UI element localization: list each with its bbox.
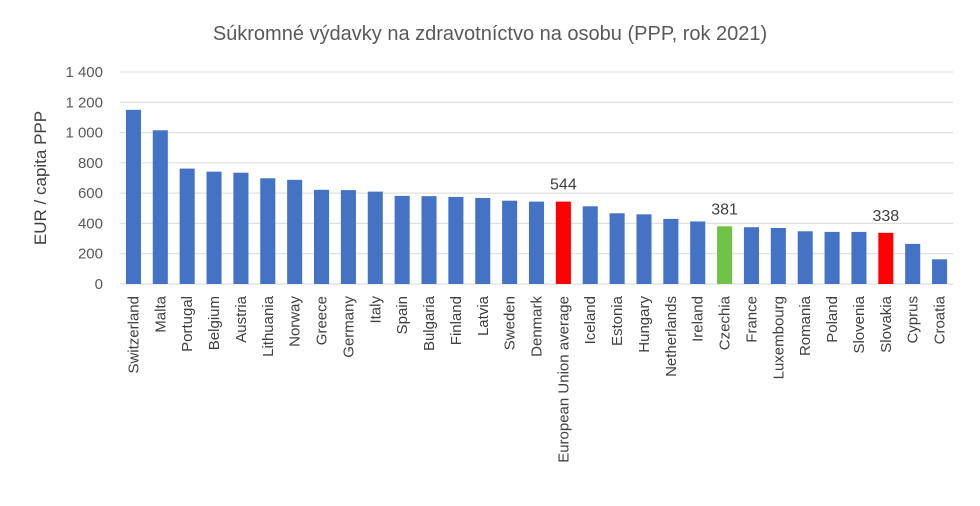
- x-tick-label: Netherlands: [663, 296, 680, 377]
- bar: [179, 168, 195, 284]
- x-tick-label: Lithuania: [260, 295, 277, 357]
- y-axis-label: EUR / capita PPP: [31, 111, 50, 245]
- x-tick-label: Finland: [448, 296, 465, 345]
- bar: [636, 214, 652, 284]
- bar: [260, 178, 276, 284]
- bar: [152, 130, 168, 284]
- x-tick-label: Portugal: [179, 296, 196, 352]
- x-tick-label: Romania: [797, 295, 814, 356]
- bar: [932, 259, 948, 284]
- x-tick-label: France: [743, 296, 760, 343]
- bar: [475, 197, 491, 284]
- chart-title: Súkromné výdavky na zdravotníctvo na oso…: [213, 23, 767, 45]
- bar: [502, 200, 518, 284]
- x-tick-label: Italy: [367, 296, 384, 324]
- y-tick-label: 1 200: [65, 94, 103, 111]
- x-tick-label: Switzerland: [125, 296, 142, 374]
- bar: [340, 190, 356, 284]
- x-tick-label: Bulgaria: [421, 295, 438, 351]
- y-tick-label: 800: [78, 155, 103, 172]
- bar: [770, 227, 786, 284]
- x-tick-label: Slovenia: [851, 295, 868, 353]
- bar: [690, 221, 706, 284]
- bar: [206, 171, 222, 284]
- x-tick-label: Iceland: [582, 296, 599, 344]
- x-tick-label: Slovakia: [878, 295, 895, 352]
- y-tick-label: 0: [95, 276, 103, 293]
- bar: [717, 226, 733, 284]
- bar: [394, 195, 410, 284]
- x-tick-label: Germany: [340, 296, 357, 358]
- y-tick-label: 400: [78, 215, 103, 232]
- bar: [528, 201, 545, 284]
- bar: [663, 218, 679, 284]
- y-tick-label: 1 400: [65, 64, 103, 81]
- data-label: 338: [872, 208, 899, 225]
- bar: [448, 196, 464, 284]
- x-tick-label: Spain: [394, 296, 411, 334]
- x-tick-label: Sweden: [502, 296, 519, 350]
- x-tick-label: Malta: [152, 295, 169, 332]
- x-tick-label: Greece: [314, 296, 331, 345]
- x-tick-label: Luxembourg: [770, 296, 787, 379]
- bar: [824, 231, 840, 284]
- x-tick-label: Cyprus: [905, 296, 922, 344]
- bar: [797, 231, 813, 284]
- data-label: 544: [550, 177, 577, 194]
- bar: [287, 179, 303, 284]
- bar: [743, 227, 759, 284]
- bar: [314, 189, 330, 284]
- x-tick-label: Ireland: [690, 296, 707, 342]
- x-tick-label: European Union average: [555, 296, 572, 463]
- data-label: 381: [711, 201, 738, 218]
- bar: [878, 232, 894, 284]
- bar: [421, 196, 437, 284]
- bar: [905, 243, 921, 284]
- x-tick-label: Austria: [233, 295, 250, 342]
- x-tick-label: Poland: [824, 296, 841, 343]
- x-tick-label: Estonia: [609, 295, 626, 346]
- bar: [851, 231, 867, 284]
- bar: [582, 206, 598, 284]
- bar: [367, 191, 383, 284]
- bar: [555, 201, 571, 284]
- y-tick-label: 200: [78, 246, 103, 263]
- bar: [125, 109, 141, 284]
- x-tick-label: Czechia: [717, 295, 734, 350]
- x-tick-label: Hungary: [636, 296, 653, 353]
- x-tick-label: Belgium: [206, 296, 223, 350]
- y-tick-label: 1 000: [65, 125, 103, 142]
- x-tick-label: Croatia: [932, 295, 949, 344]
- x-tick-label: Latvia: [475, 295, 492, 336]
- x-tick-label: Norway: [287, 296, 304, 347]
- bar: [609, 213, 625, 284]
- y-tick-label: 600: [78, 185, 103, 202]
- x-tick-label: Denmark: [529, 296, 546, 357]
- bar: [233, 172, 249, 284]
